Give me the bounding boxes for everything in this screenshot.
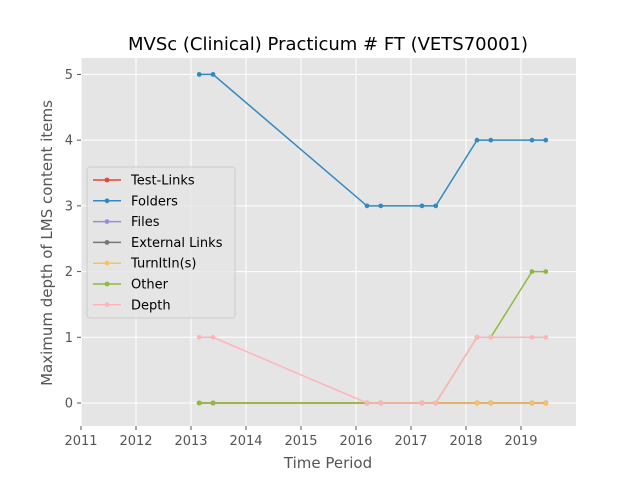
y-tick-label: 0 bbox=[65, 397, 73, 412]
chart-title: MVSc (Clinical) Practicum # FT (VETS7000… bbox=[128, 34, 528, 55]
legend-marker bbox=[104, 177, 110, 183]
legend-item: TurnItIn(s) bbox=[93, 257, 196, 272]
y-axis-ticks: 0 1 2 3 4 5 bbox=[65, 68, 81, 412]
data-point bbox=[364, 400, 370, 406]
data-point bbox=[364, 203, 370, 209]
legend-marker bbox=[104, 260, 110, 266]
x-tick-label: 2018 bbox=[449, 434, 482, 449]
data-point bbox=[210, 334, 216, 340]
series-lines bbox=[196, 72, 549, 406]
data-point bbox=[543, 269, 549, 274]
x-tick-label: 2013 bbox=[174, 434, 207, 449]
legend-marker bbox=[104, 240, 110, 245]
legend-item: Folders bbox=[93, 194, 178, 209]
legend-item: External Links bbox=[93, 236, 223, 251]
x-tick-label: 2012 bbox=[119, 434, 152, 449]
series-depth bbox=[196, 334, 549, 406]
data-point bbox=[529, 137, 535, 143]
data-point bbox=[419, 203, 425, 209]
x-axis-ticks: 2011 2012 2013 2014 2015 2016 2017 2018 2019 bbox=[64, 426, 538, 449]
data-point bbox=[196, 400, 202, 406]
data-point bbox=[433, 203, 439, 209]
x-axis-label: Time Period bbox=[283, 454, 372, 472]
legend-label: TurnItIn(s) bbox=[130, 257, 196, 272]
y-axis-label: Maximum depth of LMS content items bbox=[38, 100, 56, 386]
data-point bbox=[474, 400, 480, 406]
data-point bbox=[196, 72, 202, 77]
data-point bbox=[378, 203, 384, 209]
legend-marker bbox=[104, 281, 110, 287]
y-tick-label: 5 bbox=[65, 68, 73, 83]
series-folders bbox=[196, 72, 549, 209]
legend-item: Files bbox=[93, 215, 160, 230]
data-point bbox=[488, 334, 494, 340]
data-point bbox=[529, 400, 535, 406]
y-tick-label: 2 bbox=[65, 265, 73, 280]
data-point bbox=[543, 334, 549, 340]
legend: Test-Links Folders Files External Links Turn… bbox=[86, 166, 236, 319]
legend-label: External Links bbox=[131, 236, 223, 251]
x-tick-label: 2019 bbox=[504, 434, 537, 449]
x-tick-label: 2017 bbox=[394, 434, 427, 449]
data-point bbox=[529, 269, 535, 274]
data-point bbox=[210, 72, 216, 77]
data-point bbox=[378, 400, 384, 406]
data-point bbox=[543, 400, 549, 406]
legend-marker bbox=[104, 219, 110, 225]
x-tick-label: 2014 bbox=[229, 434, 262, 449]
data-point bbox=[196, 334, 202, 340]
legend-marker bbox=[104, 302, 110, 308]
x-tick-label: 2011 bbox=[64, 434, 97, 449]
legend-label: Files bbox=[131, 215, 160, 230]
y-tick-label: 1 bbox=[65, 331, 73, 346]
data-point bbox=[474, 334, 480, 340]
x-tick-label: 2016 bbox=[339, 434, 372, 449]
y-tick-label: 4 bbox=[65, 134, 73, 149]
legend-label: Other bbox=[131, 278, 169, 293]
legend-label: Depth bbox=[131, 298, 171, 313]
series-line bbox=[199, 336, 546, 404]
y-tick-label: 3 bbox=[65, 199, 73, 214]
legend-item: Test-Links bbox=[93, 174, 195, 189]
data-point bbox=[474, 137, 480, 143]
legend-item: Other bbox=[93, 278, 169, 293]
legend-marker bbox=[104, 198, 110, 204]
series-line bbox=[199, 73, 546, 207]
data-point bbox=[210, 400, 216, 406]
data-point bbox=[488, 400, 494, 406]
x-tick-label: 2015 bbox=[284, 434, 317, 449]
data-point bbox=[529, 334, 535, 340]
legend-item: Depth bbox=[93, 298, 171, 313]
data-point bbox=[543, 137, 549, 143]
data-point bbox=[488, 137, 494, 143]
legend-box bbox=[86, 166, 236, 319]
data-point bbox=[419, 400, 425, 406]
legend-label: Test-Links bbox=[130, 174, 195, 189]
data-point bbox=[433, 400, 439, 406]
legend-label: Folders bbox=[131, 194, 178, 209]
